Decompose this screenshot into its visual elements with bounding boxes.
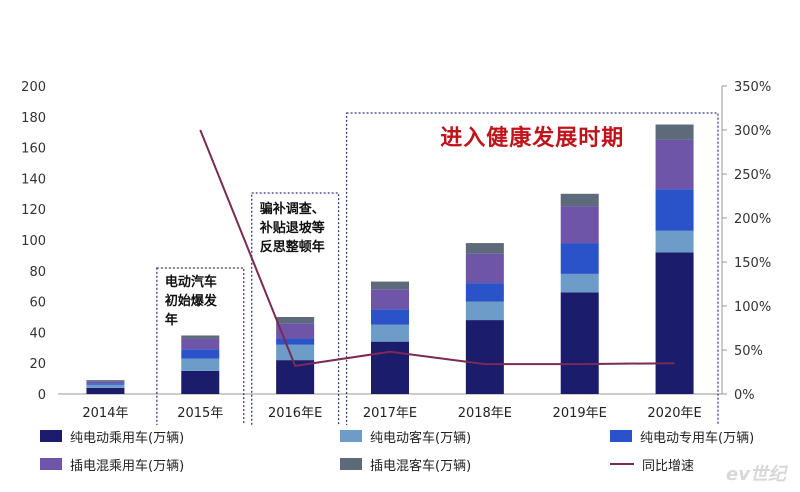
legend-item: 同比增速 <box>610 453 694 475</box>
right-tick-label: 0% <box>734 388 755 403</box>
bar-segment <box>655 252 694 394</box>
bar-segment <box>181 338 220 350</box>
legend-swatch <box>610 430 632 442</box>
bar-segment <box>560 273 599 293</box>
growth-line <box>199 129 675 367</box>
bar-segment <box>560 193 599 207</box>
left-tick-label: 0 <box>38 388 46 403</box>
right-tick-label: 100% <box>734 300 771 315</box>
bar-segment <box>276 323 315 339</box>
left-tick-label: 200 <box>21 80 46 95</box>
annotation-2016-text: 骗补调查、补贴退坡等反思整顿年 <box>259 201 325 255</box>
bar-segment <box>655 139 694 190</box>
legend-label: 纯电动客车(万辆) <box>370 430 472 446</box>
left-tick-label: 140 <box>21 172 46 187</box>
legend: 纯电动乘用车(万辆) 纯电动客车(万辆) 纯电动专用车(万辆) 插电混乘用车(万辆) 插… <box>40 425 790 487</box>
right-axis-ticks: 0% 50% 100% 150% 200% 250% 300% 350% <box>722 80 771 403</box>
right-tick-label: 50% <box>734 344 763 359</box>
bar-segment <box>371 289 409 310</box>
legend-item: 插电混乘用车(万辆) <box>40 453 184 475</box>
bar-segment <box>465 243 504 254</box>
left-tick-label: 120 <box>21 203 46 218</box>
left-tick-label: 100 <box>21 234 46 249</box>
bar-segment <box>181 370 220 394</box>
left-tick-label: 160 <box>21 142 46 157</box>
bar-segment <box>655 189 694 231</box>
legend-item: 插电混客车(万辆) <box>340 453 471 475</box>
legend-swatch <box>610 463 634 465</box>
bar-segment <box>181 349 220 359</box>
bar-segment <box>276 317 315 324</box>
bar-segment <box>181 335 220 339</box>
right-tick-label: 250% <box>734 168 771 183</box>
x-category-label: 2014年 <box>82 406 128 421</box>
right-tick-label: 350% <box>734 80 771 95</box>
x-category-label: 2020年E <box>647 406 701 421</box>
x-category-label: 2019年E <box>553 406 607 421</box>
legend-label: 插电混乘用车(万辆) <box>70 458 185 474</box>
bar-segment <box>465 301 504 321</box>
right-tick-label: 300% <box>734 124 771 139</box>
left-tick-label: 40 <box>29 326 46 341</box>
annotation-box-2015 <box>156 267 245 425</box>
bar-segment <box>86 383 125 385</box>
chart-canvas: 0 20 40 60 80 100 120 140 160 180 200 0% 50% 100% 150… <box>21 80 771 425</box>
bar-segment <box>86 381 125 384</box>
bar-segment <box>560 292 599 394</box>
legend-label: 纯电动专用车(万辆) <box>640 430 755 446</box>
x-category-label: 2018年E <box>458 406 512 421</box>
headline-annotation: 进入健康发展时期 <box>440 125 624 151</box>
x-axis-categories: 2014年 2015年 2016年E 2017年E 2018年E 2019年E 2020年E <box>82 406 701 421</box>
bar-segment <box>465 283 504 302</box>
x-category-label: 2015年 <box>177 406 223 421</box>
bar-segment <box>655 230 694 253</box>
bar-segment <box>371 341 409 394</box>
legend-swatch <box>40 458 62 470</box>
legend-label: 纯电动乘用车(万辆) <box>70 430 185 446</box>
bar-segment <box>371 309 409 325</box>
left-tick-label: 20 <box>29 357 46 372</box>
growth-line-path <box>199 129 675 367</box>
bar-segment <box>86 384 125 388</box>
watermark: ev世纪 <box>726 464 786 485</box>
x-category-label: 2016年E <box>268 406 322 421</box>
annotation-box-2016 <box>251 192 340 425</box>
legend-label: 同比增速 <box>642 458 695 474</box>
legend-swatch <box>40 430 62 442</box>
legend-item: 纯电动客车(万辆) <box>340 425 471 447</box>
bar-segment <box>371 281 409 290</box>
bar-segment <box>181 358 220 371</box>
bar-segment <box>86 380 125 382</box>
left-tick-label: 60 <box>29 296 46 311</box>
legend-item: 纯电动专用车(万辆) <box>610 425 754 447</box>
annotation-box-growth <box>345 112 719 425</box>
legend-swatch <box>340 458 362 470</box>
legend-swatch <box>340 430 362 442</box>
bar-segment <box>465 253 504 284</box>
right-tick-label: 150% <box>734 256 771 271</box>
bar-segment <box>276 344 315 361</box>
x-category-label: 2017年E <box>363 406 417 421</box>
right-tick-label: 200% <box>734 212 771 227</box>
left-tick-label: 180 <box>21 111 46 126</box>
bar-segment <box>560 243 599 274</box>
left-tick-label: 80 <box>29 265 46 280</box>
legend-label: 插电混客车(万辆) <box>370 458 472 474</box>
bar-segment <box>655 124 694 140</box>
stacked-bars <box>86 124 694 394</box>
bar-segment <box>276 338 315 345</box>
bar-segment <box>465 320 504 394</box>
bar-segment <box>86 387 125 394</box>
bar-segment <box>371 324 409 342</box>
annotation-2015-text: 电动汽车初始爆发年 <box>165 274 218 328</box>
legend-item: 纯电动乘用车(万辆) <box>40 425 184 447</box>
bar-segment <box>560 206 599 244</box>
left-axis-ticks: 0 20 40 60 80 100 120 140 160 180 200 <box>21 80 46 403</box>
